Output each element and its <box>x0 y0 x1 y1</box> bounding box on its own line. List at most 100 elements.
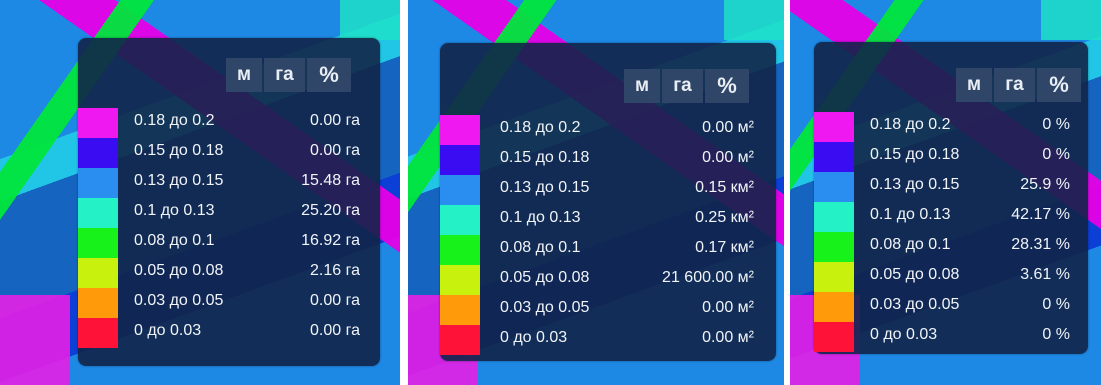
color-swatch <box>78 138 118 168</box>
area-value: 0.00 га <box>310 322 360 339</box>
unit-meters-button[interactable]: м <box>226 58 262 92</box>
legend-row: 0.03 до 0.05 0 % <box>814 292 1088 322</box>
legend-rows: 0.18 до 0.2 0.00 га 0.15 до 0.18 0.00 га 0… <box>78 108 380 348</box>
range-label: 0.03 до 0.05 <box>500 299 590 316</box>
legend-card: м га % 0.18 до 0.2 0.00 м² 0.15 до 0.18 0.… <box>440 43 776 361</box>
area-value: 3.61 % <box>1020 266 1070 283</box>
color-swatch <box>78 198 118 228</box>
area-value: 0.17 км² <box>695 239 754 256</box>
legend-row: 0.15 до 0.18 0 % <box>814 142 1088 172</box>
legend-row: 0.18 до 0.2 0 % <box>814 112 1088 142</box>
area-value: 0.00 м² <box>702 119 754 136</box>
legend-row: 0 до 0.03 0 % <box>814 322 1088 352</box>
color-swatch <box>814 172 854 202</box>
range-label: 0.05 до 0.08 <box>134 262 224 279</box>
color-swatch <box>440 115 480 145</box>
legend-row: 0.15 до 0.18 0.00 га <box>78 138 380 168</box>
area-value: 0.00 га <box>310 142 360 159</box>
range-label: 0.08 до 0.1 <box>870 236 951 253</box>
legend-card: м га % 0.18 до 0.2 0 % 0.15 до 0.18 0 % 0.… <box>814 42 1088 354</box>
unit-meters-button[interactable]: м <box>624 69 660 103</box>
area-value: 16.92 га <box>301 232 360 249</box>
legend-panel-square-meters: м га % 0.18 до 0.2 0.00 м² 0.15 до 0.18 0.… <box>408 0 784 385</box>
legend-row: 0.13 до 0.15 0.15 км² <box>440 175 776 205</box>
range-label: 0 до 0.03 <box>870 326 938 343</box>
legend-panel-percent: м га % 0.18 до 0.2 0 % 0.15 до 0.18 0 % 0.… <box>790 0 1101 385</box>
range-label: 0.15 до 0.18 <box>870 146 960 163</box>
legend-row: 0.08 до 0.1 16.92 га <box>78 228 380 258</box>
color-swatch <box>78 168 118 198</box>
unit-percent-button[interactable]: % <box>1037 68 1081 102</box>
legend-row: 0.03 до 0.05 0.00 га <box>78 288 380 318</box>
legend-row: 0.13 до 0.15 25.9 % <box>814 172 1088 202</box>
unit-hectares-button[interactable]: га <box>662 69 703 103</box>
color-swatch <box>78 108 118 138</box>
legend-row: 0.13 до 0.15 15.48 га <box>78 168 380 198</box>
unit-toggle-group: м га % <box>622 69 749 103</box>
area-value: 42.17 % <box>1011 206 1070 223</box>
legend-row: 0.05 до 0.08 2.16 га <box>78 258 380 288</box>
range-label: 0.13 до 0.15 <box>134 172 224 189</box>
color-swatch <box>814 322 854 352</box>
range-label: 0.08 до 0.1 <box>134 232 215 249</box>
area-value: 0 % <box>1042 116 1070 133</box>
color-swatch <box>440 325 480 355</box>
color-swatch <box>440 175 480 205</box>
legend-row: 0.08 до 0.1 28.31 % <box>814 232 1088 262</box>
legend-row: 0.05 до 0.08 3.61 % <box>814 262 1088 292</box>
color-swatch <box>440 265 480 295</box>
color-swatch <box>814 262 854 292</box>
legend-rows: 0.18 до 0.2 0 % 0.15 до 0.18 0 % 0.13 до 0… <box>814 112 1088 352</box>
range-label: 0 до 0.03 <box>500 329 568 346</box>
range-label: 0.18 до 0.2 <box>870 116 951 133</box>
legend-row: 0.08 до 0.1 0.17 км² <box>440 235 776 265</box>
range-label: 0.03 до 0.05 <box>870 296 960 313</box>
legend-card: м га % 0.18 до 0.2 0.00 га 0.15 до 0.18 0.… <box>78 38 380 366</box>
legend-row: 0.1 до 0.13 42.17 % <box>814 202 1088 232</box>
area-value: 0.00 га <box>310 112 360 129</box>
legend-panel-hectares: м га % 0.18 до 0.2 0.00 га 0.15 до 0.18 0.… <box>0 0 400 385</box>
legend-row: 0.05 до 0.08 21 600.00 м² <box>440 265 776 295</box>
area-value: 25.20 га <box>301 202 360 219</box>
legend-row: 0 до 0.03 0.00 м² <box>440 325 776 355</box>
range-label: 0.18 до 0.2 <box>500 119 581 136</box>
area-value: 0 % <box>1042 146 1070 163</box>
color-swatch <box>440 205 480 235</box>
range-label: 0.13 до 0.15 <box>500 179 590 196</box>
color-swatch <box>814 232 854 262</box>
area-value: 28.31 % <box>1011 236 1070 253</box>
area-value: 0.00 м² <box>702 149 754 166</box>
area-value: 0.00 м² <box>702 299 754 316</box>
range-label: 0.18 до 0.2 <box>134 112 215 129</box>
range-label: 0.15 до 0.18 <box>500 149 590 166</box>
unit-hectares-button[interactable]: га <box>264 58 305 92</box>
range-label: 0 до 0.03 <box>134 322 202 339</box>
range-label: 0.13 до 0.15 <box>870 176 960 193</box>
area-value: 0.00 га <box>310 292 360 309</box>
area-value: 15.48 га <box>301 172 360 189</box>
range-label: 0.08 до 0.1 <box>500 239 581 256</box>
range-label: 0.03 до 0.05 <box>134 292 224 309</box>
color-swatch <box>440 295 480 325</box>
legend-row: 0.15 до 0.18 0.00 м² <box>440 145 776 175</box>
area-value: 2.16 га <box>310 262 360 279</box>
unit-percent-button[interactable]: % <box>705 69 749 103</box>
color-swatch <box>440 145 480 175</box>
color-swatch <box>78 258 118 288</box>
legend-row: 0.18 до 0.2 0.00 м² <box>440 115 776 145</box>
range-label: 0.1 до 0.13 <box>870 206 951 223</box>
area-value: 0.15 км² <box>695 179 754 196</box>
color-swatch <box>814 112 854 142</box>
legend-row: 0 до 0.03 0.00 га <box>78 318 380 348</box>
unit-meters-button[interactable]: м <box>956 68 992 102</box>
area-value: 0 % <box>1042 296 1070 313</box>
range-label: 0.05 до 0.08 <box>500 269 590 286</box>
legend-row: 0.18 до 0.2 0.00 га <box>78 108 380 138</box>
color-swatch <box>814 292 854 322</box>
color-swatch <box>814 142 854 172</box>
range-label: 0.15 до 0.18 <box>134 142 224 159</box>
color-swatch <box>78 318 118 348</box>
unit-percent-button[interactable]: % <box>307 58 351 92</box>
unit-hectares-button[interactable]: га <box>994 68 1035 102</box>
color-swatch <box>78 288 118 318</box>
